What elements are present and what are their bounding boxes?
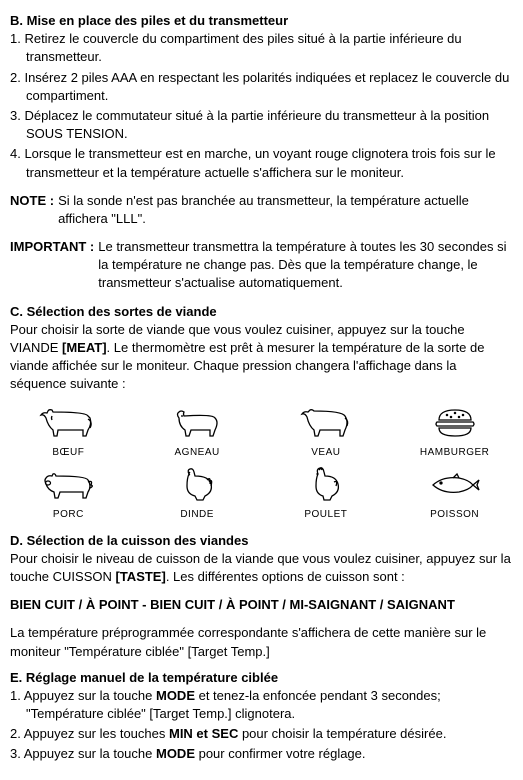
meat-label: DINDE	[180, 508, 214, 522]
mode-bold: MODE	[156, 688, 195, 703]
list-item: 2. Appuyez sur les touches MIN et SEC po…	[10, 725, 513, 743]
important-block: IMPORTANT : Le transmetteur transmettra …	[10, 238, 513, 293]
calf-icon	[298, 402, 354, 444]
meat-label: HAMBURGER	[420, 446, 490, 460]
section-e-heading: E. Réglage manuel de la température cibl…	[10, 669, 513, 687]
meat-label: PORC	[53, 508, 84, 522]
list-item: 4. Lorsque le transmetteur est en marche…	[10, 145, 513, 181]
meat-cell-poulet: POULET	[268, 464, 385, 522]
section-d-para: Pour choisir le niveau de cuisson de la …	[10, 550, 513, 586]
meat-label: VEAU	[311, 446, 340, 460]
section-c-heading: C. Sélection des sortes de viande	[10, 303, 513, 321]
hamburger-icon	[431, 402, 479, 444]
section-b-list: 1. Retirez le couvercle du compartiment …	[10, 30, 513, 182]
text: 1. Appuyez sur la touche	[10, 688, 156, 703]
mode-bold: MODE	[156, 746, 195, 761]
meat-bold: [MEAT]	[62, 340, 107, 355]
note-label: NOTE :	[10, 192, 54, 228]
meat-label: POISSON	[430, 508, 479, 522]
pig-icon	[38, 464, 98, 506]
fish-icon	[427, 464, 483, 506]
list-item: 1. Appuyez sur la touche MODE et tenez-l…	[10, 687, 513, 723]
note-block: NOTE : Si la sonde n'est pas branchée au…	[10, 192, 513, 228]
list-item: 2. Insérez 2 piles AAA en respectant les…	[10, 69, 513, 105]
text: pour confirmer votre réglage.	[195, 746, 366, 761]
text: pour choisir la température désirée.	[238, 726, 446, 741]
section-e-list: 1. Appuyez sur la touche MODE et tenez-l…	[10, 687, 513, 764]
meat-label: AGNEAU	[175, 446, 220, 460]
list-item: 3. Appuyez sur la touche MODE pour confi…	[10, 745, 513, 763]
list-item: 3. Déplacez le commutateur situé à la pa…	[10, 107, 513, 143]
section-d-heading: D. Sélection de la cuisson des viandes	[10, 532, 513, 550]
meat-cell-dinde: DINDE	[139, 464, 256, 522]
taste-bold: [TASTE]	[116, 569, 166, 584]
section-c-para: Pour choisir la sorte de viande que vous…	[10, 321, 513, 394]
meat-label: POULET	[304, 508, 347, 522]
meat-cell-porc: PORC	[10, 464, 127, 522]
important-text: Le transmetteur transmettra la températu…	[98, 238, 513, 293]
turkey-icon	[173, 464, 221, 506]
meat-label: BŒUF	[52, 446, 84, 460]
meat-cell-poisson: POISSON	[396, 464, 513, 522]
section-b-heading: B. Mise en place des piles et du transme…	[10, 12, 513, 30]
lamb-icon	[169, 402, 225, 444]
cook-options: BIEN CUIT / À POINT - BIEN CUIT / À POIN…	[10, 596, 513, 614]
text: . Les différentes options de cuisson son…	[166, 569, 405, 584]
list-item: 1. Retirez le couvercle du compartiment …	[10, 30, 513, 66]
meat-cell-hamburger: HAMBURGER	[396, 402, 513, 460]
note-text: Si la sonde n'est pas branchée au transm…	[58, 192, 513, 228]
important-label: IMPORTANT :	[10, 238, 94, 293]
chicken-icon	[304, 464, 348, 506]
minsec-bold: MIN et SEC	[169, 726, 238, 741]
meat-cell-boeuf: BŒUF	[10, 402, 127, 460]
text: 2. Appuyez sur les touches	[10, 726, 169, 741]
text: 3. Appuyez sur la touche	[10, 746, 156, 761]
cow-icon	[38, 402, 98, 444]
section-d-para2: La température préprogrammée corresponda…	[10, 624, 513, 660]
meat-cell-agneau: AGNEAU	[139, 402, 256, 460]
meat-cell-veau: VEAU	[268, 402, 385, 460]
meat-grid: BŒUF AGNEAU VEAU	[10, 402, 513, 522]
